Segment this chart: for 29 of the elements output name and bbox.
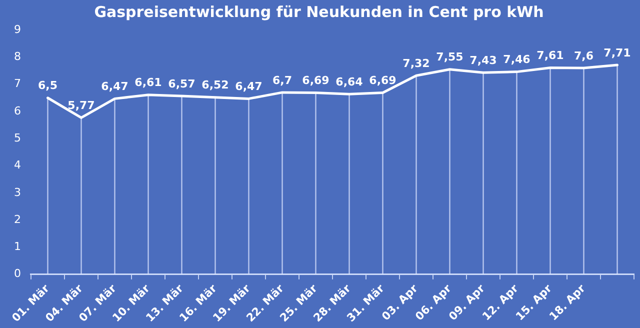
chart-title: Gaspreisentwicklung für Neukunden in Cent pro kWh [94,2,544,21]
y-tick-label: 2 [14,212,21,226]
y-tick-label: 9 [14,22,21,36]
data-label: 5,77 [68,99,95,112]
data-label: 7,43 [470,54,497,67]
data-label: 7,55 [436,50,464,64]
data-label: 6,52 [202,78,229,92]
data-label: 6,64 [336,75,364,88]
y-tick-label: 4 [14,158,21,172]
y-tick-label: 0 [14,267,21,280]
data-label: 6,69 [369,74,396,88]
data-label: 6,47 [101,80,128,94]
y-tick-label: 8 [14,50,21,64]
data-label: 6,57 [168,77,196,90]
data-label: 6,61 [134,76,162,90]
data-label: 7,46 [503,53,531,66]
data-label: 7,71 [604,46,631,60]
data-label: 7,61 [536,49,564,62]
y-tick-label: 6 [14,104,21,118]
y-tick-label: 3 [14,186,21,199]
data-label: 7,6 [574,49,594,62]
y-tick-label: 1 [14,240,21,254]
data-label: 7,32 [402,56,430,70]
data-label: 6,5 [38,79,58,92]
data-label: 6,7 [272,74,292,87]
y-tick-label: 7 [14,77,21,90]
data-label: 6,47 [235,80,262,94]
data-label: 6,69 [302,74,330,88]
y-tick-label: 5 [14,131,21,144]
